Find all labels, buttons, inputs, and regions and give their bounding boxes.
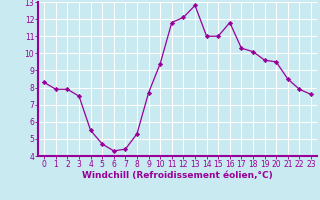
X-axis label: Windchill (Refroidissement éolien,°C): Windchill (Refroidissement éolien,°C) — [82, 171, 273, 180]
